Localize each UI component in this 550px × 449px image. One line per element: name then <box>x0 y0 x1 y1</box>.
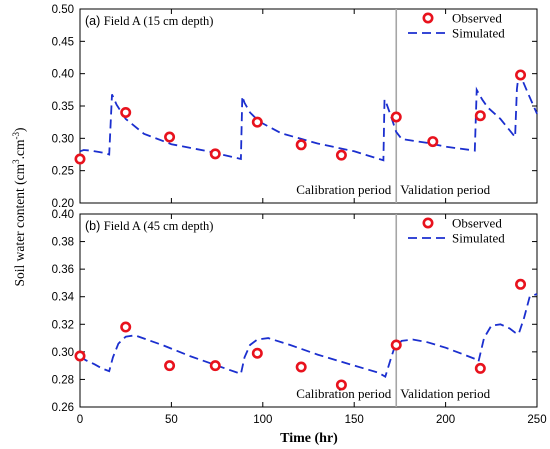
y-tick-label: 0.45 <box>52 36 74 48</box>
panel-tag: (a) <box>85 14 104 28</box>
panel-b: 0 50 100 150 200 250 0.26 0.28 0.30 0.32 0.34 0.36 0… <box>52 209 547 426</box>
observed-point <box>335 379 347 391</box>
x-tick-label: 0 <box>77 414 83 426</box>
legend-observed-marker <box>422 12 434 24</box>
y-tick-label: 0.30 <box>52 347 74 359</box>
y-tick-label: 0.32 <box>52 319 74 331</box>
observed-point <box>74 153 86 165</box>
panel-title: (b) Field A (45 cm depth) <box>85 219 213 233</box>
legend-observed-label: Observed <box>452 216 502 231</box>
panel-a: 0.20 0.25 0.30 0.35 0.40 0.45 0.50 (a) Field A … <box>52 4 538 210</box>
observed-point <box>335 149 347 161</box>
validation-period-label: Validation period <box>400 182 490 197</box>
x-tick-label: 100 <box>253 414 272 426</box>
observed-point <box>515 278 527 290</box>
legend-simulated-label: Simulated <box>452 231 505 246</box>
observed-point <box>251 347 263 359</box>
legend-observed-label: Observed <box>452 11 502 26</box>
y-tick-label: 0.28 <box>52 374 74 386</box>
y-tick-label: 0.40 <box>52 209 74 221</box>
y-axis-label: Soil water content (cm3.cm-3) <box>11 128 27 287</box>
x-tick-label: 150 <box>345 414 364 426</box>
y-tick-label: 0.36 <box>52 264 74 276</box>
observed-point <box>427 136 439 148</box>
y-tick-label: 0.30 <box>52 133 74 145</box>
observed-point <box>295 139 307 151</box>
x-axis-label: Time (hr) <box>280 431 338 446</box>
observed-point <box>390 111 402 123</box>
legend-observed-marker <box>422 217 434 229</box>
panel-title-text: Field A (15 cm depth) <box>104 14 214 28</box>
observed-point <box>515 69 527 81</box>
observed-point <box>474 362 486 374</box>
calibration-period-label: Calibration period <box>296 182 391 197</box>
y-tick-label: 0.38 <box>52 237 74 249</box>
observed-point <box>74 350 86 362</box>
observed-point <box>209 360 221 372</box>
legend-simulated-label: Simulated <box>452 26 505 41</box>
observed-point <box>120 321 132 333</box>
observed-point <box>251 116 263 128</box>
panel-tag: (b) <box>85 219 104 233</box>
x-tick-label: 200 <box>436 414 455 426</box>
observed-point <box>164 360 176 372</box>
panel-title-text: Field A (45 cm depth) <box>104 219 214 233</box>
x-tick-label: 250 <box>527 414 546 426</box>
simulated-series-line <box>79 70 538 162</box>
y-tick-label: 0.34 <box>52 292 75 304</box>
simulated-series-line <box>79 293 538 379</box>
observed-point <box>209 148 221 160</box>
y-tick-label: 0.25 <box>52 166 74 178</box>
observed-point <box>295 361 307 373</box>
panel-title: (a) Field A (15 cm depth) <box>85 14 213 28</box>
y-tick-label: 0.50 <box>52 4 74 16</box>
y-tick-label: 0.26 <box>52 402 74 414</box>
observed-point <box>164 131 176 143</box>
observed-point <box>474 110 486 122</box>
y-tick-label: 0.20 <box>52 198 74 210</box>
observed-point <box>120 106 132 118</box>
x-tick-label: 50 <box>165 414 178 426</box>
calibration-period-label: Calibration period <box>296 386 391 401</box>
y-tick-label: 0.40 <box>52 69 74 81</box>
observed-point <box>390 339 402 351</box>
validation-period-label: Validation period <box>400 386 490 401</box>
plot-frame <box>79 213 538 408</box>
y-tick-label: 0.35 <box>52 101 74 113</box>
